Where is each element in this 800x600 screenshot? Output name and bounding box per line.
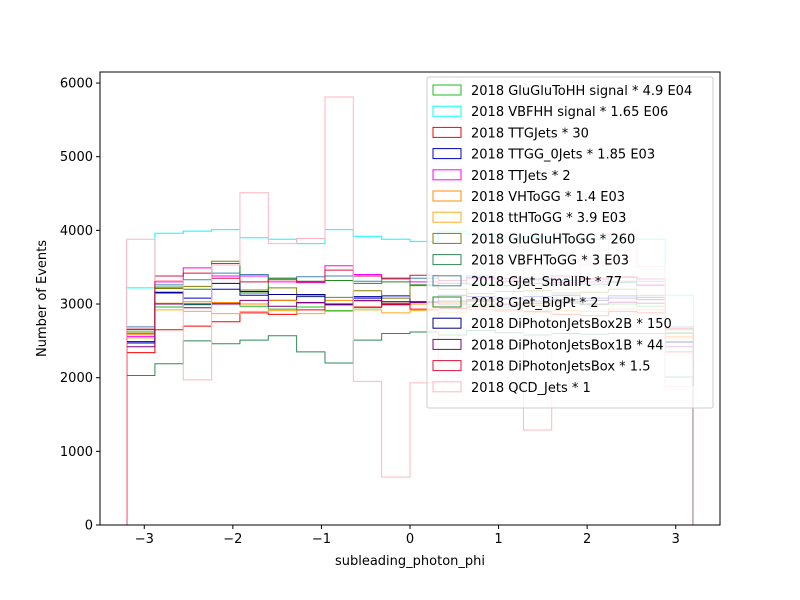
legend-label: 2018 GJet_BigPt * 2 xyxy=(471,296,598,311)
y-tick-label: 6000 xyxy=(60,77,93,92)
x-tick-label: −2 xyxy=(223,532,242,547)
legend-swatch xyxy=(432,190,462,202)
legend-label: 2018 DiPhotonJetsBox1B * 44 xyxy=(471,338,664,353)
legend-swatch xyxy=(432,275,462,287)
legend: 2018 GluGluToHH signal * 4.9 E04 2018 VBF… xyxy=(426,76,714,409)
legend-swatch xyxy=(432,338,462,350)
x-tick-label: −3 xyxy=(135,532,154,547)
y-tick-label: 5000 xyxy=(60,150,93,165)
x-tick-label: 0 xyxy=(406,532,414,547)
x-axis-ticks: −3 −2 −1 0 1 2 3 xyxy=(135,525,680,547)
legend-label: 2018 GluGluToHH signal * 4.9 E04 xyxy=(471,84,692,99)
legend-swatch xyxy=(432,317,462,329)
y-tick-label: 0 xyxy=(85,519,93,534)
legend-label: 2018 VHToGG * 1.4 E03 xyxy=(471,190,625,205)
legend-swatch xyxy=(432,126,462,138)
legend-label: 2018 GluGluHToGG * 260 xyxy=(471,232,635,247)
legend-label: 2018 ttHToGG * 3.9 E03 xyxy=(471,211,626,226)
legend-swatch xyxy=(432,254,462,266)
x-tick-label: −1 xyxy=(312,532,331,547)
legend-frame xyxy=(426,76,714,409)
legend-label: 2018 DiPhotonJetsBox * 1.5 xyxy=(471,360,650,375)
legend-swatch xyxy=(432,232,462,244)
legend-label: 2018 DiPhotonJetsBox2B * 150 xyxy=(471,317,672,332)
legend-label: 2018 TTGG_0Jets * 1.85 E03 xyxy=(471,148,655,163)
legend-label: 2018 VBFHH signal * 1.65 E06 xyxy=(471,105,668,120)
x-tick-label: 2 xyxy=(583,532,591,547)
x-axis-label: subleading_photon_phi xyxy=(335,554,485,569)
legend-swatch xyxy=(432,381,462,393)
legend-swatch xyxy=(432,169,462,181)
legend-label: 2018 VBFHToGG * 3 E03 xyxy=(471,254,629,269)
legend-swatch xyxy=(432,148,462,160)
y-tick-label: 4000 xyxy=(60,224,93,239)
x-tick-label: 1 xyxy=(494,532,502,547)
legend-label: 2018 TTJets * 2 xyxy=(471,169,571,184)
y-axis-label: Number of Events xyxy=(35,240,50,357)
y-tick-label: 3000 xyxy=(60,298,93,313)
y-axis-ticks: 0 1000 2000 3000 4000 5000 6000 xyxy=(60,77,100,534)
legend-swatch xyxy=(432,105,462,117)
legend-swatch xyxy=(432,360,462,372)
y-tick-label: 2000 xyxy=(60,371,93,386)
legend-swatch xyxy=(432,296,462,308)
y-tick-label: 1000 xyxy=(60,445,93,460)
x-tick-label: 3 xyxy=(672,532,680,547)
legend-swatch xyxy=(432,211,462,223)
legend-label: 2018 GJet_SmallPt * 77 xyxy=(471,275,622,290)
legend-label: 2018 TTGJets * 30 xyxy=(471,126,589,141)
legend-swatch xyxy=(432,84,462,96)
legend-label: 2018 QCD_Jets * 1 xyxy=(471,381,591,396)
